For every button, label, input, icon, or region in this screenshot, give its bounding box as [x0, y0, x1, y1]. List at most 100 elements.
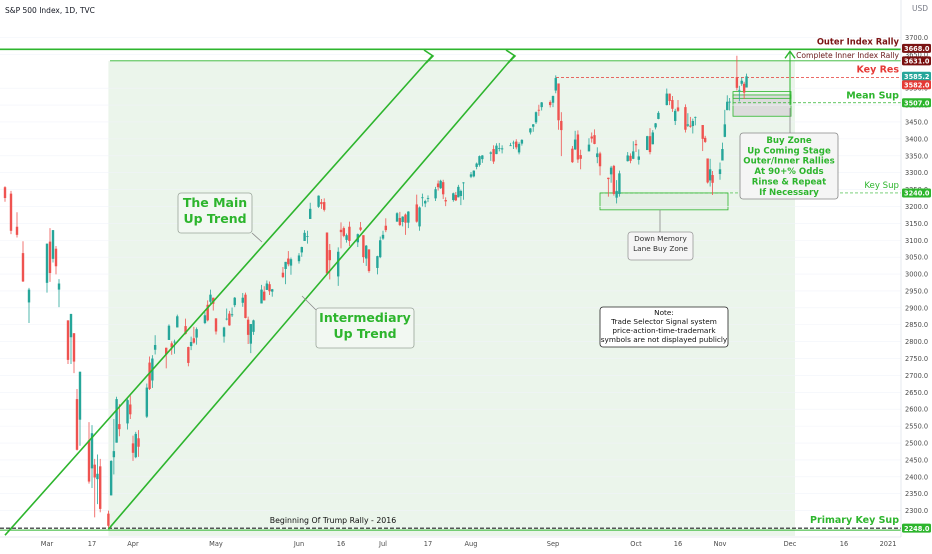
candle-body — [222, 327, 226, 337]
mean-sup-label: Mean Sup — [846, 91, 899, 102]
candle-body — [75, 399, 79, 450]
candle-body — [532, 124, 535, 127]
candle-body — [252, 320, 255, 332]
candle-body — [345, 235, 348, 240]
time-axis[interactable]: Mar 17 Apr May Jun 16 Jul 17 Aug Sep Oct 16 Nov Dec 16… — [0, 536, 901, 548]
candle-body — [395, 213, 399, 222]
candle-body — [225, 318, 228, 320]
note-callout-text: symbols are not displayed publicly — [601, 335, 728, 344]
candle-body — [87, 440, 91, 482]
candle-body — [260, 289, 263, 304]
candle-body — [69, 313, 73, 338]
candle-body — [632, 151, 635, 159]
time-tick-label: Jul — [378, 540, 387, 548]
candle-body — [407, 211, 410, 223]
candle-body — [107, 513, 110, 526]
tag-outer-rally-bg — [902, 43, 931, 53]
candle-body — [701, 125, 704, 139]
candle-body — [434, 189, 437, 199]
candle-body — [381, 234, 385, 239]
down-memory-lane-zone-box — [599, 192, 729, 211]
candle-body — [129, 404, 132, 415]
candle-body — [325, 232, 329, 274]
tag-key-res: 3582.0 — [904, 81, 930, 89]
candle-body — [233, 297, 236, 306]
trendlines-layer — [4, 49, 796, 536]
candle-body — [109, 460, 113, 496]
candle-body — [57, 283, 61, 290]
candle-body — [379, 240, 382, 258]
time-tick-label: Mar — [41, 540, 54, 548]
tag-key-sup-bg — [902, 188, 931, 198]
candle-body — [249, 324, 253, 344]
candle-body — [454, 194, 458, 201]
candle-body — [362, 235, 365, 258]
candle-body — [607, 177, 610, 180]
candle-body — [571, 148, 574, 163]
candle-body — [241, 297, 244, 303]
mean-sup-zone-top — [732, 91, 792, 99]
price-tick-label: 3100.0 — [905, 237, 928, 245]
candle-body — [459, 190, 463, 196]
candle-body — [648, 136, 652, 153]
price-tick-label: 3150.0 — [905, 220, 928, 228]
price-tick-label: 2750.0 — [905, 355, 928, 363]
candle-body — [489, 152, 492, 154]
price-tick-label: 3700.0 — [905, 34, 928, 42]
note-callout: Note:Trade Selector Signal systemprice-a… — [599, 306, 729, 348]
time-tick-label: Dec — [784, 540, 797, 548]
candle-body — [520, 139, 524, 144]
time-tick-label: Aug — [465, 540, 478, 548]
candle-body — [401, 216, 404, 223]
candle-body — [167, 325, 171, 340]
down-memory-callout-text: Lane Buy Zone — [633, 244, 688, 253]
price-axis-bg — [901, 0, 932, 550]
tag-last-price-bg — [902, 71, 931, 81]
candle-body — [384, 225, 388, 231]
candle-body — [735, 77, 739, 88]
candle-body — [593, 135, 596, 144]
time-tick-label: 16 — [840, 540, 848, 548]
candle-body — [148, 362, 151, 389]
price-tick-label: 2350.0 — [905, 490, 928, 498]
candle-body — [676, 107, 680, 111]
candle-body — [634, 143, 638, 146]
candle-body — [398, 217, 402, 226]
candle-body — [184, 326, 187, 334]
candle-body — [637, 156, 640, 160]
candle-body — [596, 153, 599, 158]
candle-body — [671, 100, 674, 109]
candle-body — [626, 155, 629, 162]
time-tick-label: 17 — [424, 540, 432, 548]
candle-body — [515, 141, 518, 148]
candle-body — [189, 341, 193, 347]
candle-body — [421, 197, 424, 199]
candle-body — [560, 120, 563, 131]
time-tick-label: 17 — [88, 540, 96, 548]
candle-body — [742, 83, 746, 93]
candle-body — [540, 102, 543, 108]
candle-body — [173, 341, 176, 343]
buy-zone-callout-text: At 90+% Odds — [754, 167, 823, 177]
candle-body — [646, 136, 649, 151]
candle-body — [27, 289, 31, 303]
note-callout-frame — [599, 306, 729, 348]
candle-body — [99, 466, 102, 509]
candle-body — [170, 343, 173, 348]
candle-body — [153, 345, 157, 350]
candle-body — [228, 313, 231, 326]
candle-body — [195, 329, 198, 338]
candle-body — [306, 236, 309, 238]
candle-body — [457, 186, 460, 198]
main-trend-callout-text: The Main — [183, 195, 247, 210]
candle-body — [444, 200, 447, 202]
mean-sup-zone-box — [732, 94, 792, 117]
level-lines-layer — [0, 48, 901, 531]
time-tick-label: 2021 — [880, 540, 897, 548]
candle-body — [134, 433, 137, 458]
candle-body — [244, 294, 247, 318]
candle-body — [262, 291, 266, 301]
